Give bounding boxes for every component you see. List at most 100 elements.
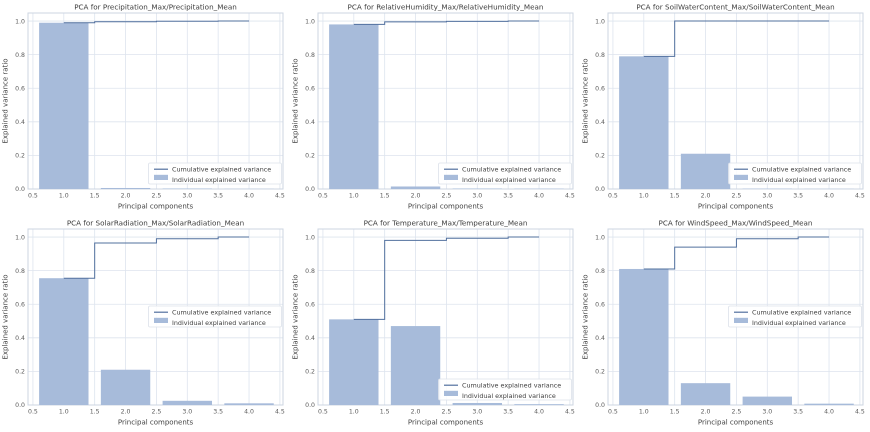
y-tick-label: 0.4 [305, 335, 315, 342]
subplot-precipitation: 0.5 1.0 1.5 2.0 2.5 3.0 3.5 4.0 4.5 0.0 0.2 0.4 0.6 0… [0, 0, 290, 216]
y-tick-label: 0.8 [305, 268, 315, 275]
legend-box [438, 162, 572, 185]
chart-title: PCA for RelativeHumidity_Max/RelativeHum… [348, 3, 544, 12]
x-axis-label: Principal components [408, 419, 484, 427]
x-tick-label: 4.0 [824, 409, 834, 416]
axes-frame [607, 12, 864, 190]
x-tick-label: 0.5 [28, 193, 38, 200]
legend-label-cumulative: Cumulative explained variance [172, 308, 271, 316]
y-tick-label: 0.8 [595, 268, 605, 275]
x-tick-label: 2.5 [152, 193, 162, 200]
subplot-wind-speed-chart: 0.5 1.0 1.5 2.0 2.5 3.0 3.5 4.0 4.5 0.0 0.2 0.4 0.6 0… [582, 219, 865, 427]
x-tick-label: 1.0 [639, 409, 649, 416]
subplot-temperature: 0.5 1.0 1.5 2.0 2.5 3.0 3.5 4.0 4.5 0.0 0.2 0.4 0.6 0… [290, 216, 580, 432]
x-tick-label: 1.5 [90, 193, 100, 200]
y-tick-label: 1.0 [305, 234, 315, 241]
x-tick-label: 1.0 [59, 193, 69, 200]
x-tick-label: 3.5 [503, 409, 513, 416]
x-tick-label: 0.5 [318, 409, 328, 416]
subplot-soil-water-content: 0.5 1.0 1.5 2.0 2.5 3.0 3.5 4.0 4.5 0.0 0.2 0.4 0.6 0… [580, 0, 870, 216]
legend-label-cumulative: Cumulative explained variance [172, 165, 271, 173]
x-tick-label: 1.0 [349, 409, 359, 416]
axes-frame [27, 12, 284, 190]
x-tick-label: 3.0 [762, 409, 772, 416]
x-tick-label: 2.0 [121, 409, 131, 416]
x-tick-label: 0.5 [318, 193, 328, 200]
legend-label-individual: Individual explained variance [462, 176, 556, 184]
bar-pc2 [100, 369, 151, 405]
y-tick-label: 0.2 [305, 153, 315, 160]
x-tick-label: 3.5 [213, 409, 223, 416]
x-tick-label: 4.0 [534, 409, 544, 416]
legend-label-cumulative: Cumulative explained variance [462, 381, 561, 389]
x-tick-label: 3.0 [182, 409, 192, 416]
x-tick-label: 1.0 [59, 409, 69, 416]
subplot-solar-radiation-chart: 0.5 1.0 1.5 2.0 2.5 3.0 3.5 4.0 4.5 0.0 0.2 0.4 0.6 0… [2, 219, 285, 427]
x-tick-label: 0.5 [608, 409, 618, 416]
x-tick-label: 1.5 [380, 409, 390, 416]
legend-label-individual: Individual explained variance [752, 176, 846, 184]
x-tick-label: 2.5 [442, 193, 452, 200]
x-tick-label: 3.5 [793, 193, 803, 200]
x-tick-label: 3.0 [472, 193, 482, 200]
subplot-relative-humidity-chart: 0.5 1.0 1.5 2.0 2.5 3.0 3.5 4.0 4.5 0.0 0.2 0.4 0.6 0… [292, 3, 575, 211]
x-tick-label: 4.5 [855, 193, 865, 200]
x-tick-label: 3.0 [182, 193, 192, 200]
legend-box [148, 162, 282, 185]
legend-box [728, 162, 862, 185]
y-tick-label: 0.4 [595, 119, 605, 126]
bar-pc4 [804, 403, 854, 405]
legend-bar-sample-icon [734, 317, 748, 323]
y-axis-label: Explained variance ratio [2, 274, 10, 359]
y-axis-label: Explained variance ratio [292, 58, 300, 143]
legend-label-individual: Individual explained variance [752, 319, 846, 327]
y-axis-label: Explained variance ratio [582, 58, 590, 143]
subplot-wind-speed: 0.5 1.0 1.5 2.0 2.5 3.0 3.5 4.0 4.5 0.0 0.2 0.4 0.6 0… [580, 216, 870, 432]
legend-label-individual: Individual explained variance [172, 176, 266, 184]
x-tick-label: 1.5 [90, 409, 100, 416]
y-tick-label: 0.6 [15, 301, 25, 308]
axes-frame [607, 228, 864, 406]
x-tick-label: 4.0 [824, 193, 834, 200]
y-axis-label: Explained variance ratio [2, 58, 10, 143]
x-tick-label: 2.0 [411, 193, 421, 200]
y-tick-label: 1.0 [15, 234, 25, 241]
legend-label-cumulative: Cumulative explained variance [752, 308, 851, 316]
y-tick-label: 0.8 [15, 268, 25, 275]
bar-pc1 [39, 278, 89, 405]
x-tick-label: 4.0 [244, 409, 254, 416]
axes-frame [27, 228, 284, 406]
bar-pc1 [39, 22, 89, 189]
legend-bar-sample-icon [154, 174, 168, 180]
cumulative-line [353, 20, 540, 25]
bar-pc2 [390, 326, 441, 405]
x-tick-label: 1.5 [380, 193, 390, 200]
x-tick-label: 4.5 [565, 193, 575, 200]
y-tick-label: 0.6 [15, 85, 25, 92]
x-tick-label: 3.5 [793, 409, 803, 416]
x-tick-label: 1.5 [670, 409, 680, 416]
x-tick-label: 2.5 [732, 193, 742, 200]
legend-bar-sample-icon [444, 174, 458, 180]
bar-pc2 [680, 383, 731, 405]
x-axis-label: Principal components [118, 419, 194, 427]
y-tick-label: 1.0 [595, 18, 605, 25]
y-tick-label: 0.0 [595, 186, 605, 193]
x-tick-label: 2.5 [442, 409, 452, 416]
bar-pc3 [452, 402, 502, 405]
y-tick-label: 0.8 [595, 52, 605, 59]
bar-pc3 [162, 400, 212, 405]
subplot-solar-radiation: 0.5 1.0 1.5 2.0 2.5 3.0 3.5 4.0 4.5 0.0 0.2 0.4 0.6 0… [0, 216, 290, 432]
y-tick-label: 0.0 [595, 402, 605, 409]
legend-box [728, 305, 862, 328]
axes-frame [317, 12, 574, 190]
y-tick-label: 0.2 [595, 153, 605, 160]
y-tick-label: 0.0 [305, 186, 315, 193]
y-tick-label: 0.2 [15, 369, 25, 376]
axes-frame [317, 228, 574, 406]
x-tick-label: 2.0 [411, 409, 421, 416]
x-tick-label: 4.0 [534, 193, 544, 200]
bar-pc2 [100, 187, 151, 189]
y-tick-label: 1.0 [595, 234, 605, 241]
x-axis-label: Principal components [408, 203, 484, 211]
